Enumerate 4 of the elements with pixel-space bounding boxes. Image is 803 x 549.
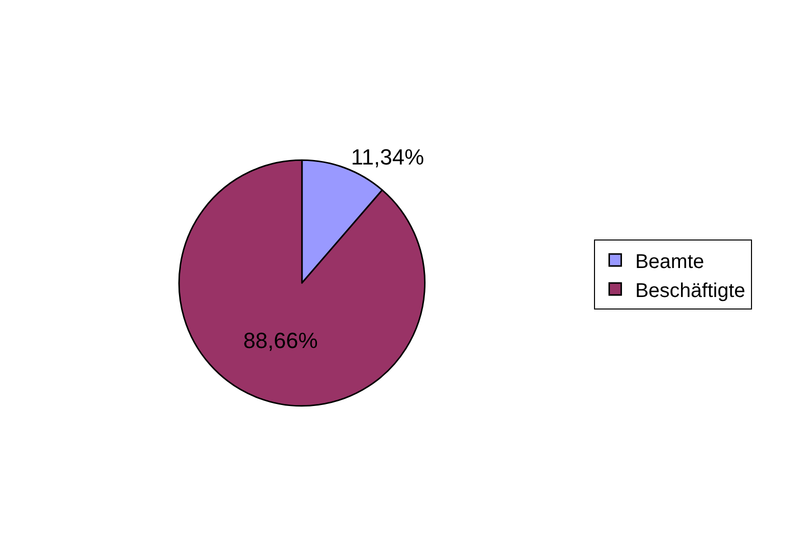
legend-label: Beschäftigte (635, 280, 746, 302)
data-label: 11,34% (351, 144, 424, 170)
data-label: 88,66% (243, 328, 318, 354)
legend-label: Beamte (635, 250, 704, 273)
